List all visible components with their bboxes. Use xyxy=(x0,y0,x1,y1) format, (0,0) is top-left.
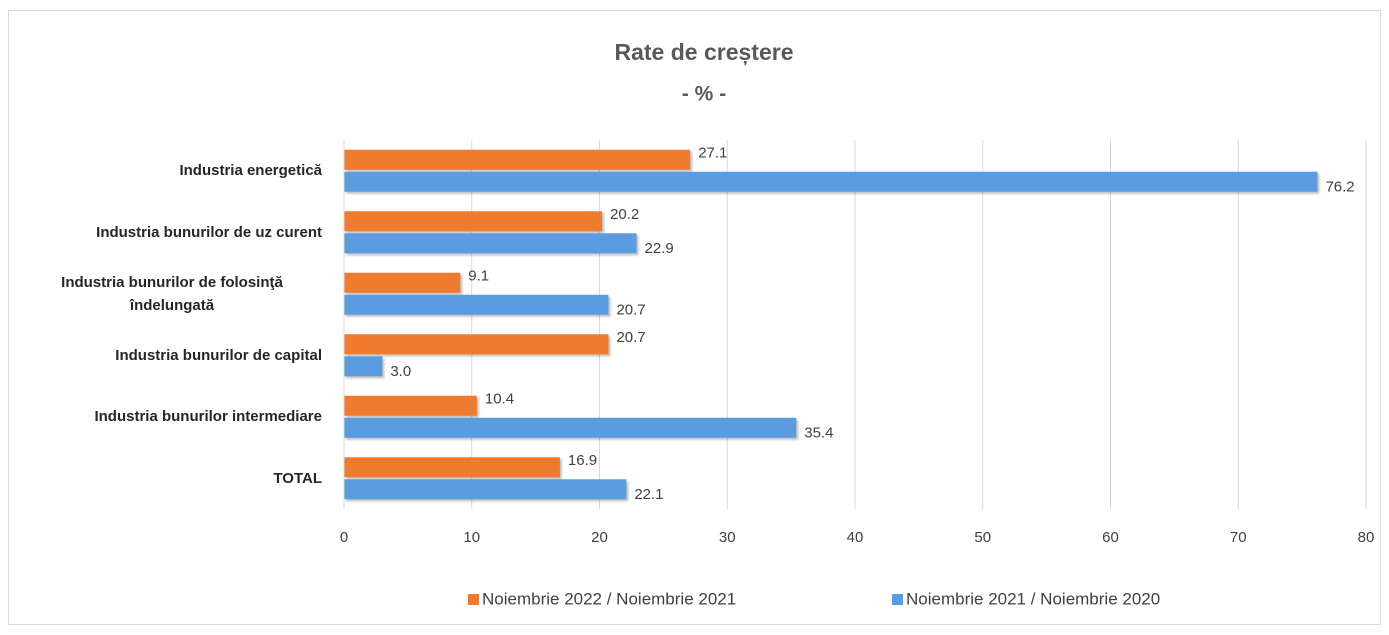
data-label: 20.7 xyxy=(616,302,645,319)
category-text: Industria bunurilor de capital xyxy=(115,346,322,364)
data-label: 16.9 xyxy=(568,452,597,469)
chart-border xyxy=(8,10,1381,625)
chart-subtitle: - % - xyxy=(682,83,726,106)
x-tick-label: 70 xyxy=(1230,529,1247,546)
bar xyxy=(344,233,637,254)
x-tick-label: 60 xyxy=(1102,529,1119,546)
data-label: 22.9 xyxy=(645,240,674,257)
category-label: TOTAL xyxy=(20,453,322,503)
x-tick-label: 40 xyxy=(847,529,864,546)
data-label: 27.1 xyxy=(698,145,727,162)
x-tick-label: 50 xyxy=(974,529,991,546)
legend-label: Noiembrie 2022 / Noiembrie 2021 xyxy=(482,589,736,608)
bar xyxy=(344,395,477,416)
chart-title: Rate de creștere xyxy=(615,39,794,66)
legend-swatch xyxy=(892,594,903,605)
x-tick-label: 20 xyxy=(591,529,608,546)
category-text: TOTAL xyxy=(273,469,322,487)
legend-swatch xyxy=(468,594,479,605)
x-tick-label: 10 xyxy=(463,529,480,546)
data-label: 9.1 xyxy=(468,268,489,285)
data-label: 76.2 xyxy=(1325,179,1354,196)
bar xyxy=(344,171,1318,192)
bar xyxy=(344,417,797,438)
x-tick-label: 80 xyxy=(1358,529,1375,546)
category-text: Industria bunurilor intermediare xyxy=(94,408,322,426)
bar xyxy=(344,334,609,355)
x-tick-label: 0 xyxy=(340,529,348,546)
x-tick-label: 30 xyxy=(719,529,736,546)
category-label: Industria bunurilor intermediare xyxy=(20,392,322,442)
category-text: Industria bunurilor de folosinţă îndelun… xyxy=(61,273,283,314)
category-label: Industria energetică xyxy=(20,146,322,196)
category-label: Industria bunurilor de capital xyxy=(20,330,322,380)
bar xyxy=(344,479,627,500)
data-label: 10.4 xyxy=(485,391,514,408)
bar xyxy=(344,294,609,315)
data-label: 3.0 xyxy=(390,363,411,380)
data-label: 22.1 xyxy=(634,486,663,503)
category-label: Industria bunurilor de folosinţă îndelun… xyxy=(20,269,322,319)
bar xyxy=(344,211,603,232)
category-text: Industria bunurilor de uz curent xyxy=(96,223,322,241)
category-text: Industria energetică xyxy=(179,162,322,180)
data-label: 20.7 xyxy=(616,329,645,346)
category-label: Industria bunurilor de uz curent xyxy=(20,207,322,257)
bar xyxy=(344,356,383,377)
data-label: 35.4 xyxy=(804,425,833,442)
bar xyxy=(344,149,691,170)
legend-label: Noiembrie 2021 / Noiembrie 2020 xyxy=(906,589,1160,608)
data-label: 20.2 xyxy=(610,206,639,223)
bar xyxy=(344,457,560,478)
bar xyxy=(344,272,461,293)
